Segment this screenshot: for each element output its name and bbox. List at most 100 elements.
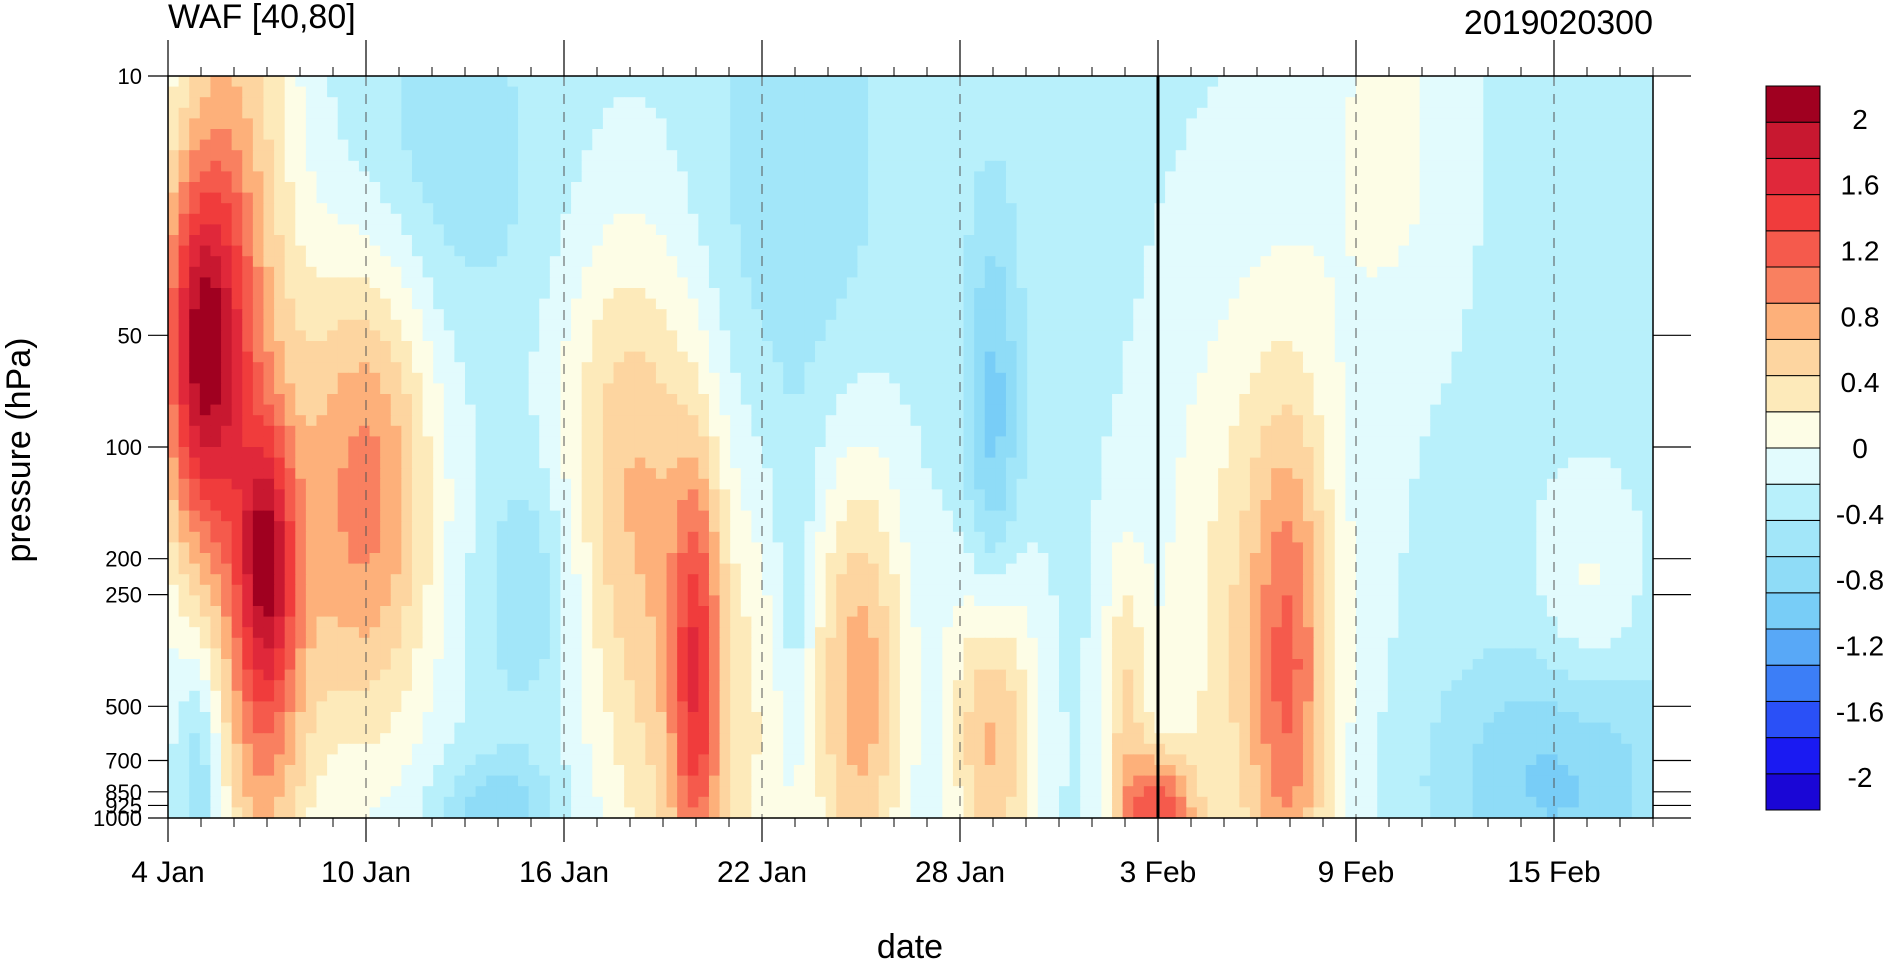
field-cell [963, 203, 975, 215]
field-cell [868, 425, 880, 437]
field-cell [719, 447, 731, 459]
field-cell [433, 266, 445, 278]
field-cell [1228, 277, 1240, 289]
field-cell [348, 76, 360, 88]
field-cell [602, 235, 615, 247]
field-cell [602, 139, 615, 151]
field-cell [730, 245, 742, 257]
field-cell [1356, 182, 1368, 194]
field-cell [1377, 394, 1389, 406]
field-cell [274, 351, 286, 363]
field-cell [730, 372, 742, 384]
field-cell [1302, 277, 1315, 289]
field-cell [751, 171, 763, 183]
field-cell [316, 203, 328, 215]
field-cell [1515, 192, 1527, 204]
field-cell [539, 139, 551, 151]
field-cell [931, 235, 943, 247]
field-cell [1546, 76, 1559, 88]
field-cell [793, 139, 806, 151]
field-cell [369, 351, 381, 363]
field-cell [1196, 277, 1209, 289]
field-cell [316, 118, 328, 130]
field-cell [1005, 245, 1018, 257]
field-cell [1589, 319, 1601, 331]
field-cell [231, 351, 243, 363]
field-cell [772, 383, 784, 395]
field-cell [1324, 404, 1336, 416]
field-cell [846, 213, 859, 225]
field-cell [401, 288, 413, 300]
field-cell [1387, 245, 1400, 257]
field-cell [751, 330, 763, 342]
field-cell [762, 224, 774, 236]
field-cell [1090, 394, 1103, 406]
field-cell [1207, 150, 1219, 162]
field-cell [1568, 171, 1580, 183]
field-cell [1090, 425, 1103, 437]
field-cell [231, 341, 243, 353]
field-cell [433, 404, 445, 416]
field-cell [1239, 404, 1251, 416]
field-cell [242, 160, 254, 172]
field-cell [1249, 266, 1262, 278]
field-cell [1631, 76, 1643, 88]
field-cell [1027, 404, 1039, 416]
field-cell [284, 182, 296, 194]
field-cell [358, 330, 371, 342]
field-cell [1069, 192, 1081, 204]
field-cell [857, 298, 869, 310]
field-cell [1069, 298, 1081, 310]
field-cell [634, 266, 646, 278]
field-cell [1133, 192, 1145, 204]
field-cell [825, 288, 837, 300]
field-cell [348, 415, 360, 427]
field-cell [624, 235, 636, 247]
field-cell [1515, 383, 1527, 395]
field-cell [348, 235, 360, 247]
field-cell [1536, 182, 1548, 194]
field-cell [1504, 139, 1516, 151]
field-cell [1186, 341, 1198, 353]
field-cell [624, 118, 636, 130]
field-cell [1260, 86, 1272, 98]
field-cell [666, 362, 678, 374]
field-cell [1409, 415, 1421, 427]
field-cell [1356, 298, 1368, 310]
field-cell [1451, 436, 1463, 448]
field-cell [1387, 425, 1400, 437]
field-cell [1345, 415, 1357, 427]
field-cell [751, 266, 763, 278]
field-cell [1451, 309, 1463, 321]
field-cell [1048, 86, 1060, 98]
field-cell [708, 86, 721, 98]
field-cell [1101, 182, 1113, 194]
field-cell [602, 372, 615, 384]
field-cell [1313, 160, 1325, 172]
field-cell [1016, 235, 1028, 247]
field-cell [1440, 256, 1453, 268]
field-cell [210, 256, 222, 268]
field-cell [762, 319, 774, 331]
field-cell [316, 86, 328, 98]
field-cell [252, 425, 265, 437]
field-cell [390, 76, 402, 88]
field-cell [804, 341, 816, 353]
field-cell [719, 341, 731, 353]
field-cell [1409, 266, 1421, 278]
field-cell [549, 425, 562, 437]
field-cell [1101, 203, 1113, 215]
field-cell [1578, 288, 1590, 300]
field-cell [1377, 288, 1389, 300]
field-cell [666, 394, 678, 406]
field-cell [433, 394, 445, 406]
field-cell [1016, 351, 1028, 363]
field-cell [1631, 171, 1643, 183]
field-cell [231, 224, 243, 236]
field-cell [708, 256, 721, 268]
field-cell [475, 394, 487, 406]
field-cell [1186, 107, 1198, 119]
field-cell [1366, 76, 1378, 88]
field-cell [1525, 298, 1537, 310]
field-cell [613, 341, 625, 353]
